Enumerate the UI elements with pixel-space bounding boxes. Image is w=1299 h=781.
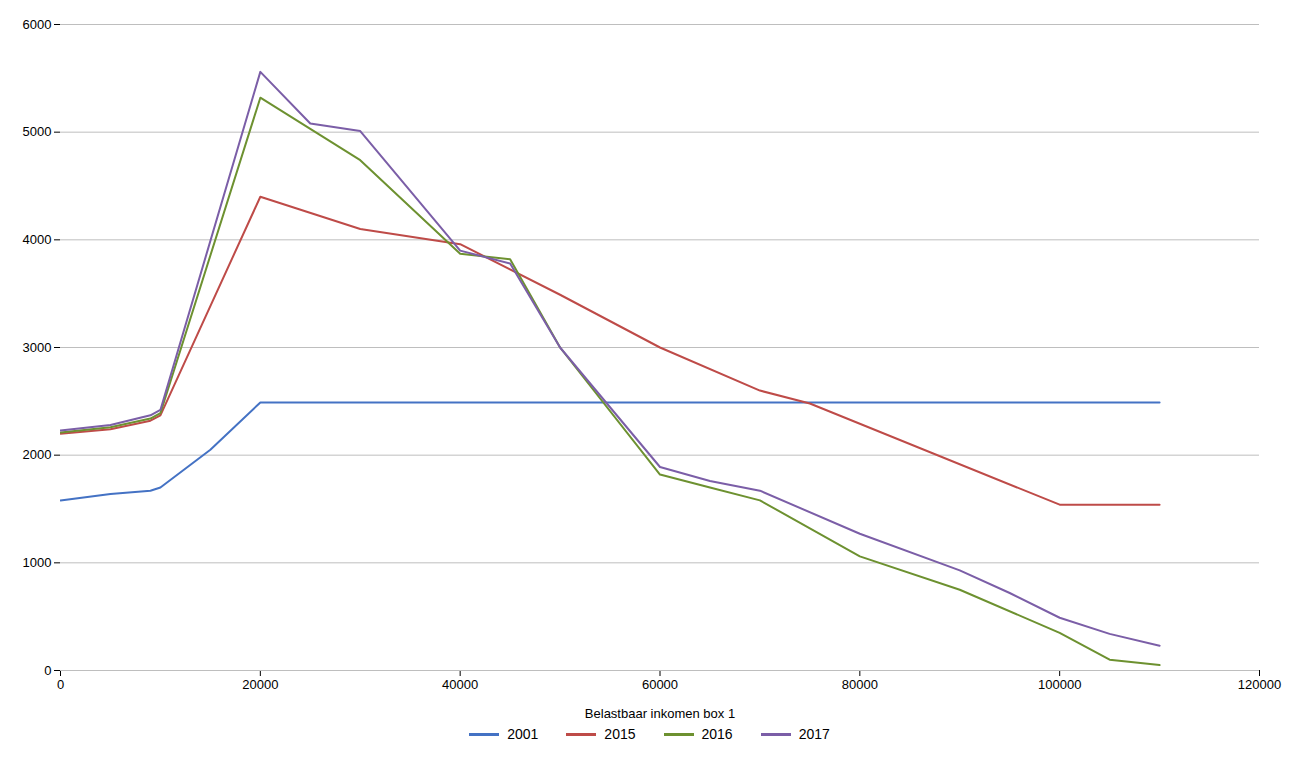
svg-text:0: 0 — [44, 663, 51, 678]
html-text:2015: 2015 — [604, 726, 636, 742]
svg-text:Belastbaar inkomen box 1: Belastbaar inkomen box 1 — [585, 706, 735, 721]
svg-text:5000: 5000 — [23, 124, 52, 139]
svg-text:6000: 6000 — [23, 17, 52, 32]
svg-text:2000: 2000 — [23, 447, 52, 462]
svg-text:60000: 60000 — [642, 677, 678, 692]
svg-text:0: 0 — [57, 677, 64, 692]
svg-text:40000: 40000 — [442, 677, 478, 692]
svg-text:120000: 120000 — [1238, 677, 1281, 692]
svg-text:1000: 1000 — [23, 555, 52, 570]
svg-text:3000: 3000 — [23, 340, 52, 355]
svg-text:80000: 80000 — [842, 677, 878, 692]
svg-text:4000: 4000 — [23, 232, 52, 247]
svg-text:100000: 100000 — [1038, 677, 1081, 692]
html-text:2017: 2017 — [798, 726, 830, 742]
svg-text:20000: 20000 — [242, 677, 278, 692]
html-text:2016: 2016 — [701, 726, 733, 742]
html-text:2001: 2001 — [507, 726, 539, 742]
